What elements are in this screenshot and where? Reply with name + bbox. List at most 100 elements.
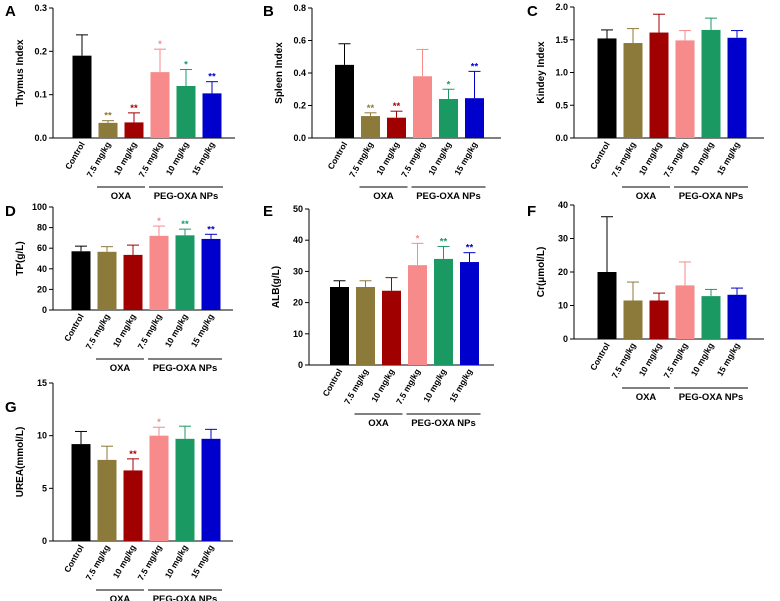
x-category-label: 15 mg/kg xyxy=(189,543,216,580)
panel-letter: E xyxy=(263,203,273,220)
bar xyxy=(149,435,169,541)
y-tick-label: 20 xyxy=(37,284,47,294)
y-axis-label: Spleen Index xyxy=(274,42,285,104)
x-category-label: 7.5 mg/kg xyxy=(347,140,375,179)
x-category-label: 7.5 mg/kg xyxy=(609,341,637,380)
bar xyxy=(335,64,354,138)
bar xyxy=(439,99,458,138)
bar xyxy=(201,438,221,541)
bar xyxy=(460,262,479,365)
y-tick-label: 5 xyxy=(42,483,47,493)
x-category-label: 7.5 mg/kg xyxy=(399,140,427,179)
group-label: PEG-OXA NPs xyxy=(153,363,218,374)
bar xyxy=(361,116,380,138)
bar xyxy=(71,251,91,310)
bar xyxy=(649,32,669,138)
x-category-label: 10 mg/kg xyxy=(164,140,191,177)
y-tick-label: 60 xyxy=(37,243,47,253)
x-category-label: 10 mg/kg xyxy=(112,140,139,177)
y-tick-label: 0.0 xyxy=(555,133,568,143)
y-tick-label: 20 xyxy=(558,267,568,277)
bar xyxy=(97,251,117,310)
significance-marker: ** xyxy=(466,243,474,254)
y-tick-label: 0.0 xyxy=(293,133,306,143)
group-label: OXA xyxy=(373,191,394,202)
bar xyxy=(413,76,432,138)
x-category-label: Control xyxy=(588,341,612,372)
x-category-label: 7.5 mg/kg xyxy=(84,140,112,179)
x-category-label: Control xyxy=(62,543,86,574)
y-tick-label: 15 xyxy=(37,378,47,388)
y-axis-label: ALB(g/L) xyxy=(271,266,282,308)
y-tick-label: 0.1 xyxy=(34,90,47,100)
bar xyxy=(149,235,169,310)
y-tick-label: 0.4 xyxy=(293,68,306,78)
y-tick-label: 0 xyxy=(42,536,47,546)
x-category-label: 15 mg/kg xyxy=(715,341,742,378)
y-tick-label: 30 xyxy=(558,234,568,244)
significance-marker: * xyxy=(447,79,451,90)
bar xyxy=(382,290,401,365)
panel-letter: G xyxy=(5,399,17,416)
x-category-label: 10 mg/kg xyxy=(163,543,190,580)
x-category-label: 10 mg/kg xyxy=(637,341,664,378)
y-tick-label: 1.0 xyxy=(555,68,568,78)
y-tick-label: 0.8 xyxy=(293,3,306,13)
group-label: PEG-OXA NPs xyxy=(416,191,481,202)
group-label: PEG-OXA NPs xyxy=(154,191,219,202)
y-tick-label: 80 xyxy=(37,223,47,233)
x-category-label: Control xyxy=(62,312,86,343)
y-tick-label: 40 xyxy=(558,200,568,210)
x-category-label: 7.5 mg/kg xyxy=(136,140,164,179)
bar xyxy=(330,287,349,365)
x-category-label: 7.5 mg/kg xyxy=(135,543,163,582)
bar xyxy=(727,294,747,339)
y-tick-label: 0.0 xyxy=(34,133,47,143)
y-axis-label: Kindey Index xyxy=(536,41,547,104)
bar xyxy=(150,72,170,138)
bar xyxy=(408,265,427,365)
x-category-label: Control xyxy=(63,140,87,171)
y-axis-label: Cr(μmol/L) xyxy=(536,247,547,298)
y-tick-label: 20 xyxy=(293,298,303,308)
panel-letter: D xyxy=(5,203,16,220)
bar xyxy=(701,296,721,339)
bar xyxy=(675,285,695,339)
x-category-label: Control xyxy=(320,367,344,398)
significance-marker: ** xyxy=(367,103,375,114)
significance-marker: ** xyxy=(208,72,216,83)
group-label: OXA xyxy=(111,191,132,202)
x-category-label: 10 mg/kg xyxy=(111,543,138,580)
panel-letter: C xyxy=(527,3,538,20)
y-tick-label: 0.2 xyxy=(293,101,306,111)
bar xyxy=(175,235,195,310)
panel-letter: A xyxy=(5,3,16,20)
x-category-label: 10 mg/kg xyxy=(421,367,448,404)
y-tick-label: 50 xyxy=(293,204,303,214)
significance-marker: ** xyxy=(471,61,479,72)
y-tick-label: 30 xyxy=(293,266,303,276)
bar xyxy=(434,258,453,365)
group-label: OXA xyxy=(636,392,657,403)
x-category-label: 15 mg/kg xyxy=(447,367,474,404)
bar xyxy=(97,459,117,541)
y-tick-label: 2.0 xyxy=(555,2,568,12)
group-label: PEG-OXA NPs xyxy=(153,594,218,601)
group-label: PEG-OXA NPs xyxy=(679,191,744,202)
x-category-label: 7.5 mg/kg xyxy=(83,312,111,351)
bar xyxy=(387,117,406,138)
bar xyxy=(356,287,375,365)
bar xyxy=(176,86,196,138)
significance-marker: ** xyxy=(181,219,189,230)
significance-marker: * xyxy=(157,417,161,428)
bar xyxy=(202,93,222,138)
bar xyxy=(71,444,91,541)
bar xyxy=(123,254,143,310)
y-tick-label: 10 xyxy=(558,301,568,311)
bar xyxy=(201,238,221,310)
bar xyxy=(72,55,92,138)
y-tick-label: 0.3 xyxy=(34,3,47,13)
significance-marker: * xyxy=(157,216,161,227)
